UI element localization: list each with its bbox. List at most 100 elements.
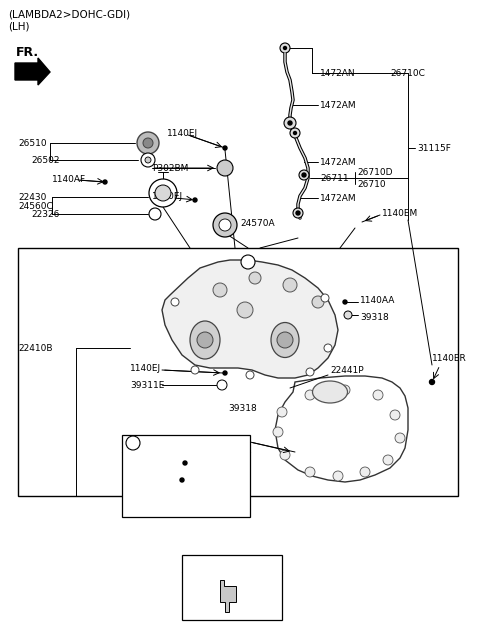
Circle shape — [290, 128, 300, 138]
Circle shape — [324, 344, 332, 352]
Text: 1472AN: 1472AN — [320, 68, 356, 77]
Circle shape — [223, 371, 227, 375]
Circle shape — [273, 427, 283, 437]
Circle shape — [430, 380, 434, 385]
Circle shape — [333, 471, 343, 481]
Text: (LH): (LH) — [8, 21, 29, 31]
Circle shape — [293, 208, 303, 218]
Circle shape — [284, 117, 296, 129]
Circle shape — [149, 208, 161, 220]
Circle shape — [283, 278, 297, 292]
Circle shape — [293, 131, 297, 134]
Circle shape — [217, 380, 227, 390]
Circle shape — [395, 433, 405, 443]
Circle shape — [180, 478, 184, 482]
Circle shape — [155, 185, 171, 201]
Circle shape — [193, 198, 197, 202]
Circle shape — [280, 450, 290, 460]
Ellipse shape — [312, 381, 348, 403]
Text: 24560C: 24560C — [18, 202, 53, 211]
Circle shape — [249, 272, 261, 284]
Circle shape — [277, 407, 287, 417]
Circle shape — [246, 371, 254, 379]
Circle shape — [299, 170, 309, 180]
Circle shape — [296, 211, 300, 215]
Text: 1140AF: 1140AF — [52, 175, 86, 184]
Circle shape — [183, 461, 187, 465]
Circle shape — [219, 219, 231, 231]
Circle shape — [217, 160, 233, 176]
Text: 1140EJ: 1140EJ — [130, 364, 161, 372]
Circle shape — [213, 283, 227, 297]
Circle shape — [302, 173, 306, 177]
Circle shape — [213, 213, 237, 237]
Circle shape — [126, 436, 140, 450]
Text: 1472AM: 1472AM — [320, 193, 357, 202]
Bar — [182, 555, 282, 620]
Text: 31115F: 31115F — [417, 143, 451, 152]
Text: 1140ER: 1140ER — [432, 353, 467, 362]
Text: 1140EJ: 1140EJ — [152, 191, 183, 200]
Circle shape — [197, 332, 213, 348]
Circle shape — [280, 43, 290, 53]
Text: 22453A: 22453A — [210, 438, 244, 447]
Polygon shape — [162, 260, 338, 378]
Text: 39311E: 39311E — [130, 381, 164, 390]
Polygon shape — [15, 58, 50, 85]
Circle shape — [390, 410, 400, 420]
Circle shape — [223, 146, 227, 150]
Text: 1140EM: 1140EM — [382, 209, 418, 218]
Text: 26710D: 26710D — [357, 168, 393, 177]
Polygon shape — [275, 376, 408, 482]
Ellipse shape — [271, 323, 299, 358]
Circle shape — [137, 132, 159, 154]
Text: 39318: 39318 — [360, 312, 389, 321]
Text: 1140EJ: 1140EJ — [167, 129, 198, 138]
Circle shape — [149, 179, 177, 207]
Text: 22326: 22326 — [31, 209, 60, 218]
Circle shape — [343, 300, 347, 304]
Circle shape — [143, 138, 153, 148]
Circle shape — [284, 47, 287, 49]
Ellipse shape — [190, 321, 220, 359]
Circle shape — [103, 180, 107, 184]
Text: 91991: 91991 — [130, 479, 159, 488]
Circle shape — [340, 385, 350, 395]
Polygon shape — [220, 580, 236, 612]
Text: a: a — [242, 257, 248, 266]
Text: 39318: 39318 — [228, 403, 257, 413]
Circle shape — [373, 390, 383, 400]
Text: a: a — [127, 438, 132, 447]
Circle shape — [344, 311, 352, 319]
Circle shape — [171, 298, 179, 306]
Text: 1140AA: 1140AA — [360, 296, 396, 305]
Circle shape — [288, 121, 292, 125]
Circle shape — [191, 366, 199, 374]
Text: (LAMBDA2>DOHC-GDI): (LAMBDA2>DOHC-GDI) — [8, 9, 130, 19]
Text: 22410B: 22410B — [18, 344, 52, 353]
Circle shape — [237, 302, 253, 318]
Text: P302BM: P302BM — [152, 163, 188, 173]
Text: 26510: 26510 — [18, 138, 47, 147]
Text: 1472AM: 1472AM — [320, 100, 357, 109]
Text: 26710C: 26710C — [390, 68, 425, 77]
Text: 22441P: 22441P — [330, 365, 364, 374]
Circle shape — [241, 255, 255, 269]
Text: 91191F: 91191F — [202, 558, 238, 568]
Circle shape — [305, 467, 315, 477]
Circle shape — [306, 368, 314, 376]
Circle shape — [321, 294, 329, 302]
Text: 26711: 26711 — [320, 173, 348, 182]
Circle shape — [277, 332, 293, 348]
Bar — [122, 435, 250, 517]
Circle shape — [145, 157, 151, 163]
Text: 26502: 26502 — [31, 156, 60, 164]
Circle shape — [312, 296, 324, 308]
Text: 1472AM: 1472AM — [320, 157, 357, 166]
Bar — [18, 248, 458, 496]
Circle shape — [360, 467, 370, 477]
Circle shape — [141, 153, 155, 167]
Circle shape — [305, 390, 315, 400]
Text: 24570A: 24570A — [240, 218, 275, 227]
Text: 22430: 22430 — [18, 193, 47, 202]
